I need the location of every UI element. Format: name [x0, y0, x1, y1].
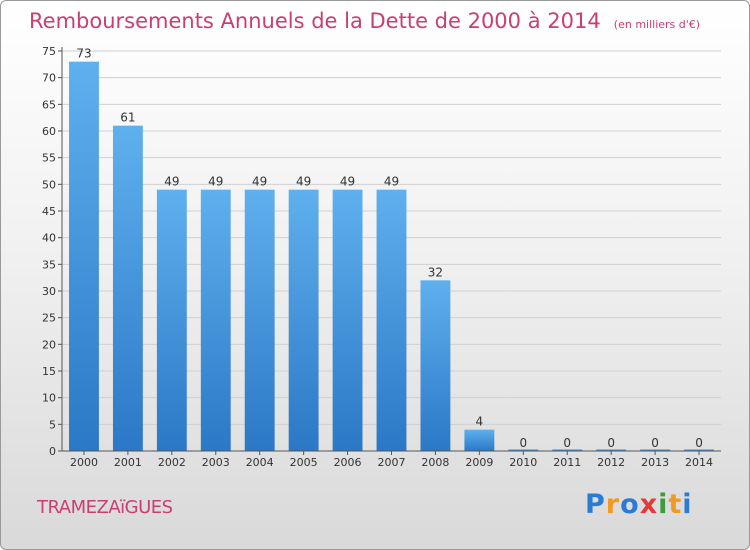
logo-letter: P: [585, 489, 606, 520]
x-tick-label-2006: 2006: [334, 456, 362, 469]
y-tick-label: 50: [42, 178, 56, 191]
logo-letter: o: [620, 489, 640, 520]
commune-name: TRAMEZAïGUES: [37, 497, 173, 518]
chart-title: Remboursements Annuels de la Dette de 20…: [29, 9, 601, 33]
bar-2003: [200, 189, 231, 451]
y-tick-label: 55: [42, 152, 56, 165]
x-tick-label-2007: 2007: [378, 456, 406, 469]
x-tick-label-2012: 2012: [597, 456, 625, 469]
value-label-2011: 0: [563, 436, 571, 450]
value-label-2007: 49: [384, 175, 399, 189]
bar-2001: [112, 125, 143, 452]
value-label-2002: 49: [164, 175, 179, 189]
bar-baseline-2010: [508, 449, 539, 451]
bar-2004: [244, 189, 275, 451]
x-tick-label-2014: 2014: [685, 456, 713, 469]
value-label-2012: 0: [607, 436, 615, 450]
x-tick-label-2011: 2011: [553, 456, 581, 469]
y-tick-label: 40: [42, 232, 56, 245]
logo-letter: x: [639, 489, 659, 520]
value-label-2000: 73: [76, 47, 91, 61]
x-tick-label-2009: 2009: [465, 456, 493, 469]
y-tick-label: 70: [42, 72, 56, 85]
bar-2009: [464, 429, 495, 451]
proxiti-logo[interactable]: Proxiti: [585, 489, 693, 520]
y-tick-label: 20: [42, 338, 56, 351]
bar-2005: [288, 189, 319, 451]
bar-baseline-2014: [684, 449, 714, 451]
bar-2000: [69, 61, 99, 452]
bar-baseline-2011: [552, 449, 583, 451]
logo-letter: i: [682, 489, 693, 520]
y-tick-label: 65: [42, 98, 56, 111]
bar-baseline-2013: [640, 449, 671, 451]
value-label-2013: 0: [651, 436, 659, 450]
y-tick-label: 75: [42, 45, 56, 58]
x-tick-label-2010: 2010: [509, 456, 537, 469]
value-label-2004: 49: [252, 175, 267, 189]
value-label-2010: 0: [519, 436, 527, 450]
bar-2006: [332, 189, 363, 451]
bar-baseline-2012: [596, 449, 627, 451]
y-tick-label: 5: [49, 418, 56, 431]
title-row: Remboursements Annuels de la Dette de 20…: [29, 9, 700, 33]
x-tick-label-2002: 2002: [158, 456, 186, 469]
x-tick-label-2000: 2000: [70, 456, 98, 469]
bars: 73 61 49 49 49 49 49 49 32 4 0 0 0 0 0: [69, 47, 714, 452]
logo-letter: r: [605, 489, 621, 520]
bar-2008: [420, 280, 451, 451]
value-label-2001: 61: [120, 111, 135, 125]
y-tick-label: 35: [42, 258, 56, 271]
x-tick-label-2013: 2013: [641, 456, 669, 469]
logo-letter: i: [658, 489, 669, 520]
unit-note: (en milliers d'€): [613, 18, 701, 31]
value-label-2008: 32: [428, 265, 443, 279]
bar-2002: [156, 189, 187, 451]
x-tick-label-2003: 2003: [202, 456, 230, 469]
value-label-2006: 49: [340, 175, 355, 189]
value-label-2009: 4: [476, 415, 484, 429]
y-tick-label: 60: [42, 125, 56, 138]
x-tick-label-2005: 2005: [290, 456, 318, 469]
y-tick-label: 15: [42, 365, 56, 378]
y-tick-label: 10: [42, 392, 56, 405]
y-tick-label: 0: [49, 445, 56, 458]
x-tick-label-2008: 2008: [421, 456, 449, 469]
y-tick-label: 25: [42, 312, 56, 325]
value-label-2005: 49: [296, 175, 311, 189]
y-tick-label: 45: [42, 205, 56, 218]
value-label-2003: 49: [208, 175, 223, 189]
x-tick-label-2004: 2004: [246, 456, 274, 469]
y-tick-label: 30: [42, 285, 56, 298]
value-label-2014: 0: [695, 436, 703, 450]
bar-2007: [376, 189, 407, 451]
logo-letter: t: [668, 489, 683, 520]
x-tick-label-2001: 2001: [114, 456, 142, 469]
